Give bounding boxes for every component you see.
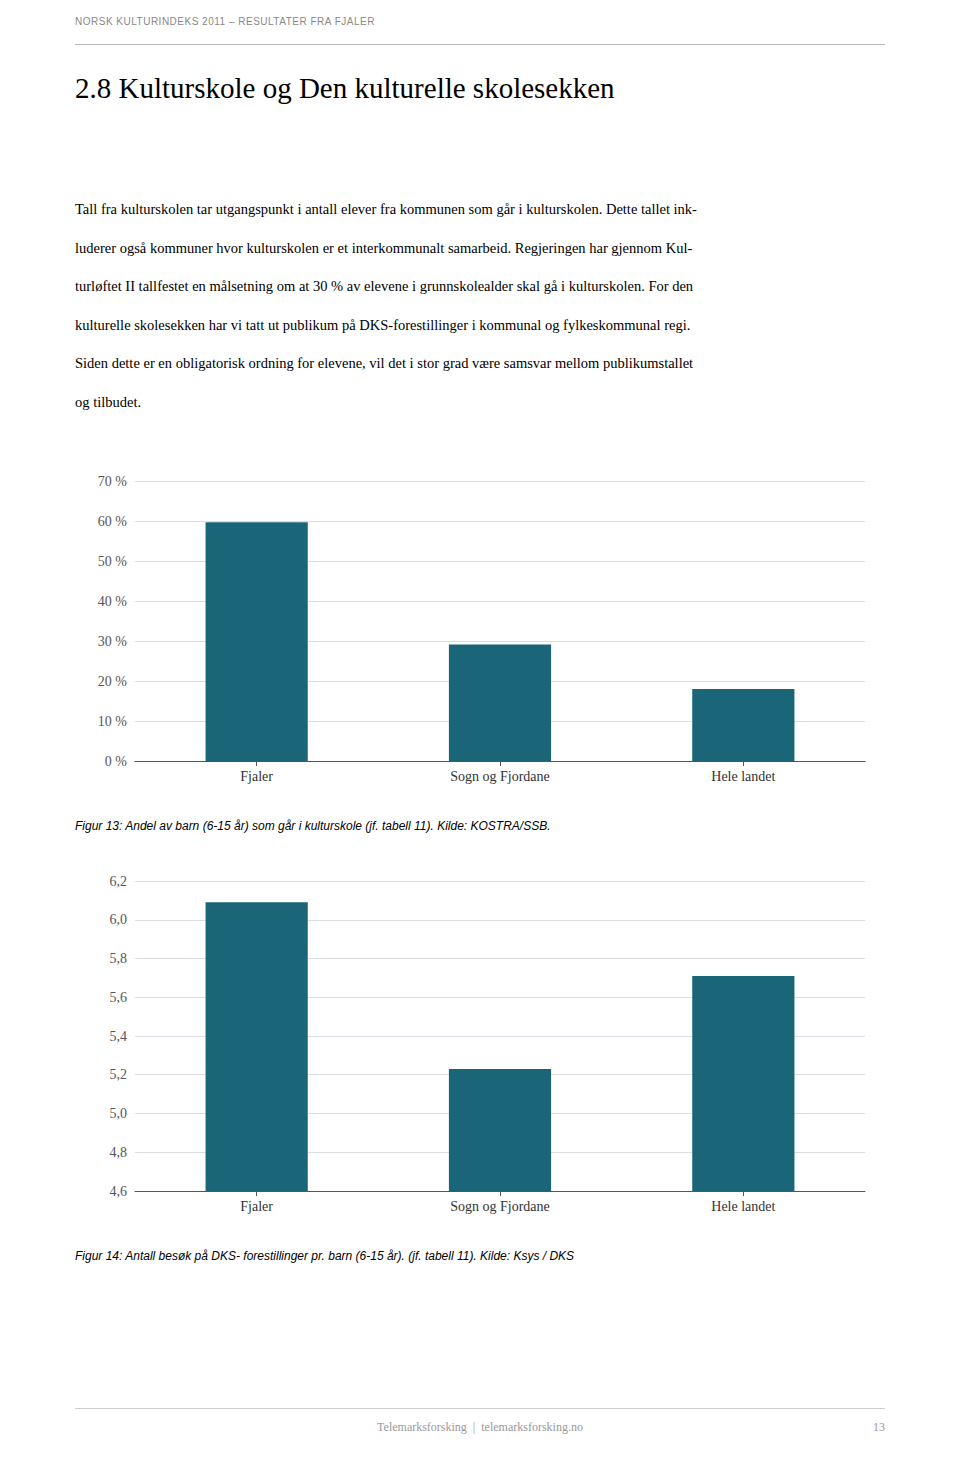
svg-text:Hele landet: Hele landet	[711, 1199, 775, 1214]
html-text:Figur 14: Antall besøk på DKS-: Figur 14: Antall besøk på DKS- forestill…	[75, 1249, 575, 1263]
html-text:13: 13	[873, 1420, 885, 1434]
svg-text:50 %: 50 %	[98, 554, 128, 569]
svg-text:Sogn og Fjordane: Sogn og Fjordane	[450, 1199, 550, 1214]
svg-text:70 %: 70 %	[98, 474, 128, 489]
html-text:luderer også kommuner hvor kul: luderer også kommuner hvor kulturskolen …	[75, 239, 693, 256]
html-text:turløftet II tallfestet en mål: turløftet II tallfestet en målsetning om…	[75, 278, 694, 294]
html-text:og tilbudet.: og tilbudet.	[75, 393, 142, 410]
svg-text:5,8: 5,8	[110, 951, 128, 966]
svg-text:5,6: 5,6	[110, 990, 128, 1005]
html-text:NORSK KULTURINDEKS 2011 – RESU: NORSK KULTURINDEKS 2011 – RESULTATER FRA…	[75, 16, 375, 27]
svg-text:Sogn og Fjordane: Sogn og Fjordane	[450, 769, 550, 784]
svg-text:10 %: 10 %	[98, 714, 128, 729]
svg-text:4,6: 4,6	[110, 1184, 128, 1199]
svg-text:40 %: 40 %	[98, 594, 128, 609]
html-text:Figur 13: Andel av barn (6-15: Figur 13: Andel av barn (6-15 år) som gå…	[75, 819, 551, 833]
svg-text:30 %: 30 %	[98, 634, 128, 649]
svg-text:Hele landet: Hele landet	[711, 769, 775, 784]
svg-text:0 %: 0 %	[105, 754, 128, 769]
svg-text:Fjaler: Fjaler	[240, 769, 273, 784]
html-text:Telemarksforsking | telemarksf: Telemarksforsking | telemarksforsking.no	[377, 1420, 583, 1434]
svg-text:4,8: 4,8	[110, 1145, 128, 1160]
svg-text:60 %: 60 %	[98, 514, 128, 529]
svg-text:20 %: 20 %	[98, 674, 128, 689]
svg-text:5,2: 5,2	[110, 1067, 128, 1082]
svg-text:5,0: 5,0	[110, 1106, 128, 1121]
svg-text:6,2: 6,2	[110, 874, 128, 889]
svg-text:Fjaler: Fjaler	[240, 1199, 273, 1214]
html-text:kulturelle skolesekken har vi: kulturelle skolesekken har vi tatt ut pu…	[75, 316, 691, 333]
html-text:Siden dette er en obligatorisk: Siden dette er en obligatorisk ordning f…	[75, 355, 694, 371]
svg-text:6,0: 6,0	[110, 912, 128, 927]
html-text:2.8 Kulturskole og Den kulture: 2.8 Kulturskole og Den kulturelle skoles…	[75, 72, 615, 104]
svg-text:5,4: 5,4	[110, 1029, 128, 1044]
html-text:Tall fra kulturskolen tar utga: Tall fra kulturskolen tar utgangspunkt i…	[75, 201, 697, 217]
